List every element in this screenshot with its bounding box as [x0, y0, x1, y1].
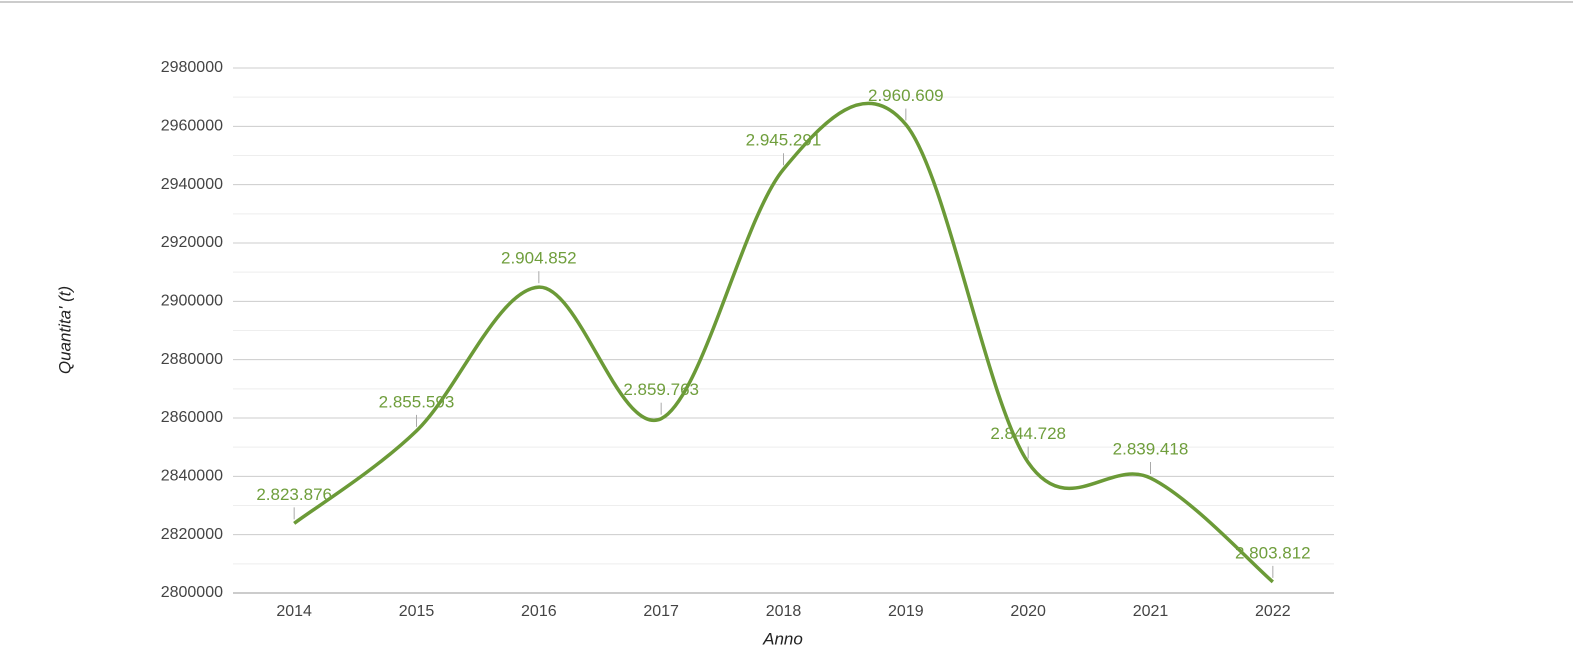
- x-tick-label: 2021: [1133, 603, 1169, 620]
- value-label: 2.904.852: [501, 249, 577, 268]
- value-label: 2.945.291: [746, 131, 822, 150]
- value-label: 2.839.418: [1113, 440, 1189, 459]
- y-tick-label: 2860000: [161, 409, 223, 426]
- x-tick-label: 2016: [521, 603, 557, 620]
- x-tick-label: 2017: [643, 603, 679, 620]
- x-tick-label: 2019: [888, 603, 924, 620]
- y-tick-label: 2940000: [161, 176, 223, 193]
- x-tick-label: 2015: [399, 603, 435, 620]
- y-tick-label: 2800000: [161, 584, 223, 601]
- y-tick-label: 2900000: [161, 293, 223, 310]
- x-axis-label: Anno: [762, 629, 803, 648]
- line: [293, 101, 1274, 584]
- value-label: 2.844.728: [990, 424, 1066, 443]
- y-tick-label: 2840000: [161, 468, 223, 485]
- x-tick-label: 2020: [1010, 603, 1046, 620]
- y-tick-label: 2920000: [161, 234, 223, 251]
- value-label: 2.859.763: [623, 380, 699, 399]
- value-label: 2.960.609: [868, 86, 944, 105]
- x-tick-label: 2022: [1255, 603, 1291, 620]
- y-tick-label: 2960000: [161, 118, 223, 135]
- value-label: 2.855.593: [379, 392, 455, 411]
- value-label: 2.823.876: [256, 485, 332, 504]
- x-tick-label: 2018: [766, 603, 802, 620]
- value-label: 2.803.812: [1235, 543, 1311, 562]
- y-tick-label: 2880000: [161, 351, 223, 368]
- y-tick-label: 2820000: [161, 526, 223, 543]
- y-tick-label: 2980000: [161, 59, 223, 76]
- y-axis-label: Quantita' (t): [55, 286, 74, 374]
- x-tick-label: 2014: [276, 603, 312, 620]
